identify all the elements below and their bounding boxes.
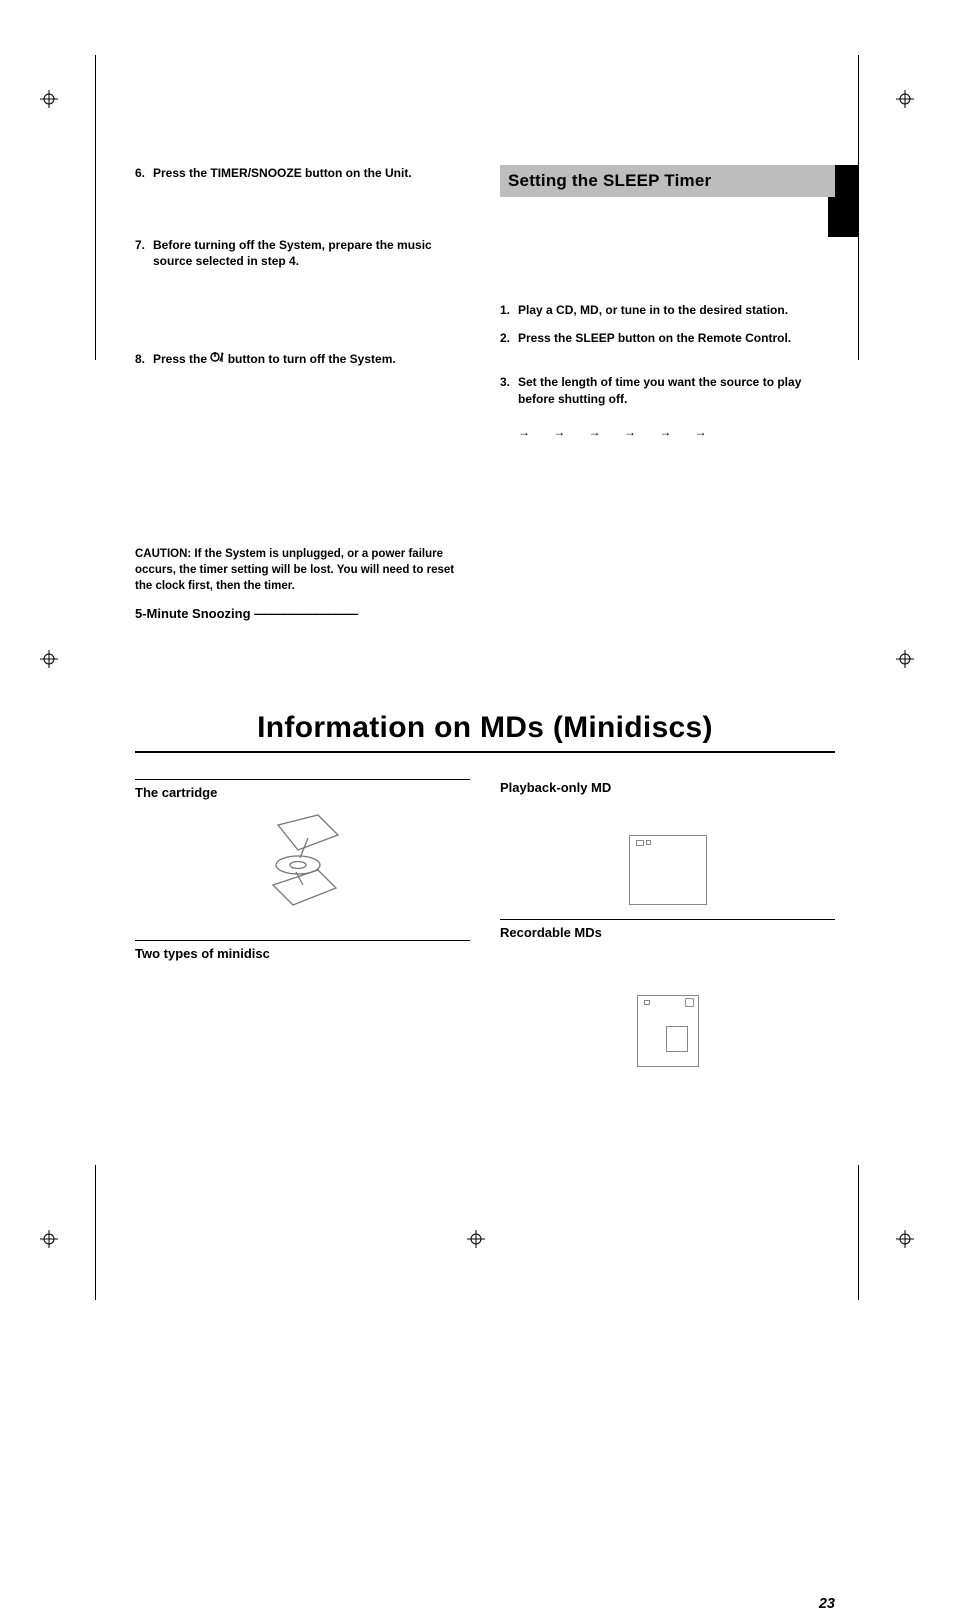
power-icon <box>210 351 224 367</box>
step-8-post: button to turn off the System. <box>228 352 396 366</box>
step-8: 8. Press the button to turn off the Syst… <box>135 351 470 368</box>
step-text: Press the SLEEP button on the Remote Con… <box>518 330 835 346</box>
step-text: Set the length of time you want the sour… <box>518 374 835 406</box>
registration-mark <box>896 90 914 113</box>
registration-mark <box>467 1230 485 1253</box>
step-text: Play a CD, MD, or tune in to the desired… <box>518 302 835 318</box>
cartridge-heading: The cartridge <box>135 779 470 800</box>
caution-text: CAUTION: If the System is unplugged, or … <box>135 547 470 594</box>
step-text: Press the button to turn off the System. <box>153 351 470 368</box>
registration-mark <box>896 1230 914 1253</box>
page-number: 23 <box>819 1596 835 1612</box>
step-7: 7. Before turning off the System, prepar… <box>135 237 470 269</box>
info-right-column: Playback-only MD Recordable MDs <box>500 757 835 1067</box>
sleep-step-2: 2. Press the SLEEP button on the Remote … <box>500 330 835 346</box>
crop-line <box>95 55 96 360</box>
recordable-heading: Recordable MDs <box>500 919 835 940</box>
registration-mark <box>40 650 58 673</box>
step-number: 6. <box>135 165 150 181</box>
step-number: 2. <box>500 330 515 346</box>
crop-line <box>95 1165 96 1300</box>
registration-mark <box>40 1230 58 1253</box>
left-column: 6. Press the TIMER/SNOOZE button on the … <box>135 165 470 621</box>
snooze-heading: 5-Minute Snoozing ———————— <box>135 606 470 621</box>
right-column: Setting the SLEEP Timer 1. Play a CD, MD… <box>500 165 835 621</box>
two-types-heading: Two types of minidisc <box>135 940 470 961</box>
arrow-sequence: → → → → → → <box>500 425 835 439</box>
step-text: Before turning off the System, prepare t… <box>153 237 470 269</box>
recordable-md-illustration <box>500 995 835 1067</box>
sleep-timer-heading: Setting the SLEEP Timer <box>500 165 835 197</box>
step-number: 8. <box>135 351 150 368</box>
step-number: 3. <box>500 374 515 406</box>
main-title: Information on MDs (Minidiscs) <box>135 711 835 753</box>
playback-heading: Playback-only MD <box>500 775 835 795</box>
info-left-column: The cartridge Two types of minidisc <box>135 757 470 1067</box>
step-text: Press the TIMER/SNOOZE button on the Uni… <box>153 165 470 181</box>
sleep-step-1: 1. Play a CD, MD, or tune in to the desi… <box>500 302 835 318</box>
step-6: 6. Press the TIMER/SNOOZE button on the … <box>135 165 470 181</box>
step-8-pre: Press the <box>153 352 210 366</box>
registration-mark <box>896 650 914 673</box>
cartridge-illustration <box>135 810 470 920</box>
registration-mark <box>40 90 58 113</box>
playback-md-illustration <box>500 835 835 905</box>
page-content: 6. Press the TIMER/SNOOZE button on the … <box>135 165 835 1067</box>
step-number: 7. <box>135 237 150 269</box>
step-number: 1. <box>500 302 515 318</box>
crop-line <box>858 1165 859 1300</box>
sleep-step-3: 3. Set the length of time you want the s… <box>500 374 835 406</box>
crop-line <box>858 55 859 360</box>
